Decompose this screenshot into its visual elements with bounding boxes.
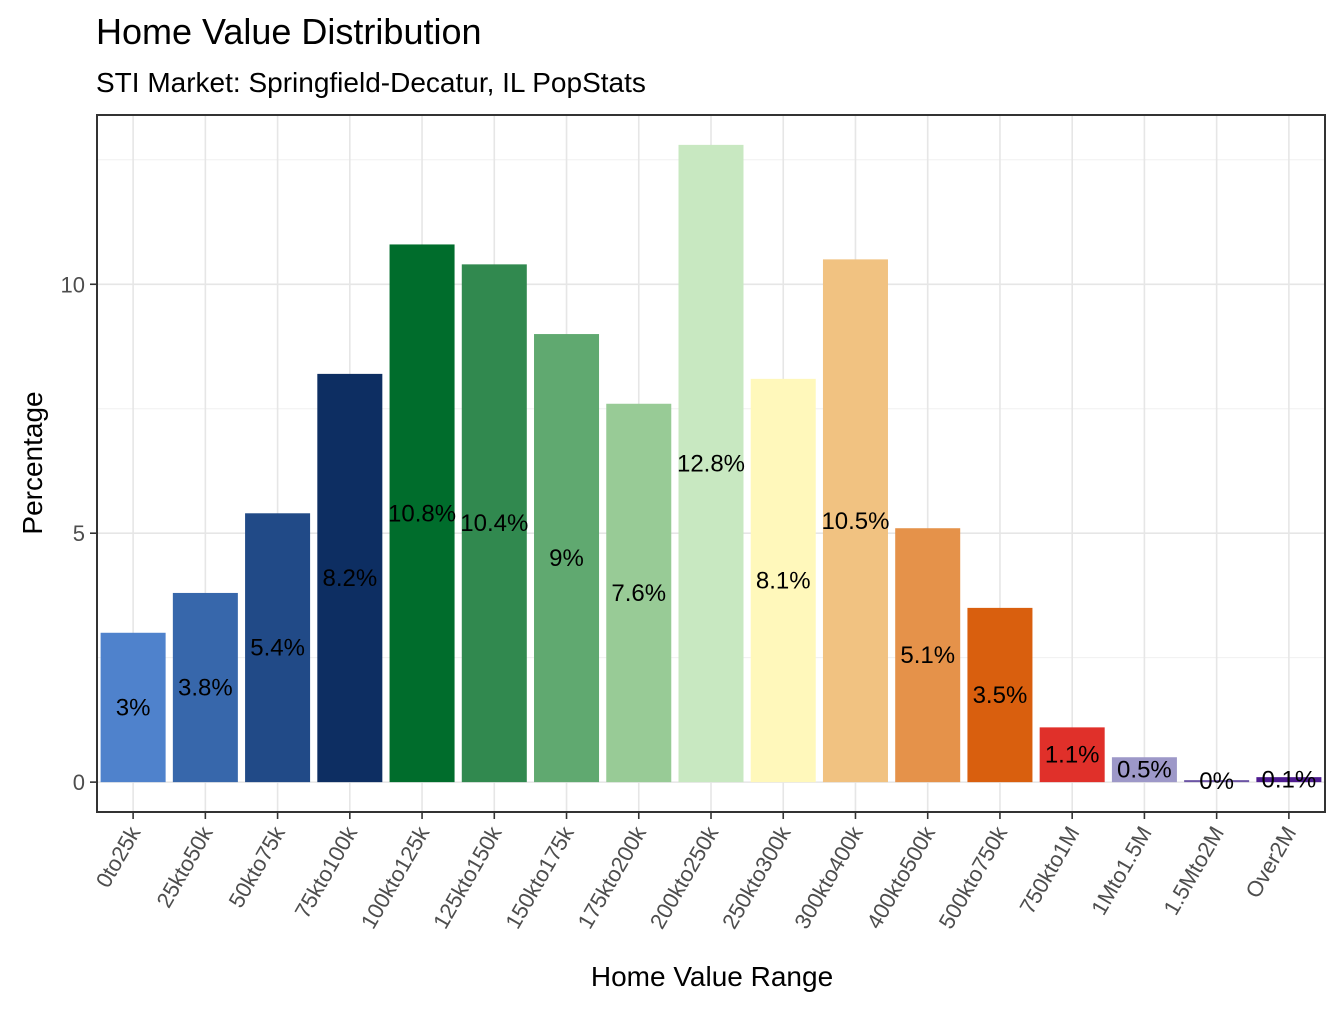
data-label-400kto500k: 5.1% [900, 642, 955, 669]
y-tick-label: 0 [73, 770, 85, 795]
x-tick-label-1Mto1.5M: 1Mto1.5M [1086, 822, 1157, 919]
data-label-25kto50k: 3.8% [178, 675, 233, 702]
data-label-300kto400k: 10.5% [821, 508, 889, 535]
x-axis-title: Home Value Range [591, 961, 833, 992]
data-label-Over2M: 0.1% [1262, 767, 1317, 794]
data-label-75kto100k: 8.2% [322, 565, 377, 592]
data-label-750kto1M: 1.1% [1045, 742, 1100, 769]
x-tick-label-400kto500k: 400kto500k [862, 821, 941, 933]
x-tick-label-200kto250k: 200kto250k [645, 821, 724, 933]
x-tick-label-25kto50k: 25kto50k [151, 821, 218, 912]
bar-500kto750k [967, 607, 1033, 783]
bar-150kto175k [534, 334, 600, 783]
x-tick-label-500kto750k: 500kto750k [934, 821, 1013, 933]
x-tick-label-125kto150k: 125kto150k [428, 821, 507, 933]
bar-750kto1M [1039, 727, 1105, 783]
chart-title: Home Value Distribution [96, 11, 482, 52]
plot-panel: 3% 3.8% 5.4% 8.2% 10.8% 10.4% 9% 7.6% 12.8% 8.1% 1… [61, 114, 1326, 933]
bar-1.5Mto2M [1184, 780, 1250, 783]
data-label-175kto200k: 7.6% [611, 580, 666, 607]
x-tick-label-100kto125k: 100kto125k [356, 821, 435, 933]
data-label-0to25k: 3% [116, 694, 151, 721]
x-tick-label-Over2M: Over2M [1240, 822, 1301, 902]
bar-250kto300k [750, 378, 816, 783]
x-tick-label-150kto175k: 150kto175k [500, 821, 579, 933]
y-tick-label: 10 [61, 272, 85, 297]
bar-400kto500k [895, 528, 961, 783]
data-label-1Mto1.5M: 0.5% [1117, 757, 1172, 784]
chart-subtitle: STI Market: Springfield-Decatur, IL PopS… [96, 67, 646, 98]
data-label-250kto300k: 8.1% [756, 567, 811, 594]
bar-0to25k [100, 632, 166, 783]
data-label-100kto125k: 10.8% [388, 500, 456, 527]
x-tick-label-300kto400k: 300kto400k [789, 821, 868, 933]
y-tick-label: 5 [73, 521, 85, 546]
x-tick-label-1.5Mto2M: 1.5Mto2M [1158, 822, 1229, 919]
x-tick-label-75kto100k: 75kto100k [290, 821, 363, 922]
x-tick-label-50kto75k: 50kto75k [224, 821, 291, 912]
bar-25kto50k [172, 592, 238, 783]
data-label-50kto75k: 5.4% [250, 635, 305, 662]
bar-200kto250k [678, 144, 744, 783]
bar-100kto125k [389, 244, 455, 783]
bar-1Mto1.5M [1111, 757, 1177, 783]
data-label-1.5Mto2M: 0% [1199, 768, 1234, 795]
data-label-150kto175k: 9% [549, 545, 584, 572]
x-tick-label-0to25k: 0to25k [91, 821, 146, 892]
data-label-200kto250k: 12.8% [677, 451, 745, 478]
bar-75kto100k [317, 373, 383, 783]
bar-175kto200k [606, 403, 672, 783]
y-axis-title: Percentage [17, 391, 48, 534]
bar-Over2M [1256, 777, 1322, 783]
bar-50kto75k [245, 513, 311, 783]
bar-125kto150k [461, 264, 527, 783]
data-label-125kto150k: 10.4% [460, 510, 528, 537]
data-label-500kto750k: 3.5% [973, 682, 1028, 709]
x-tick-label-175kto200k: 175kto200k [573, 821, 652, 933]
x-tick-label-750kto1M: 750kto1M [1015, 822, 1085, 918]
x-tick-label-250kto300k: 250kto300k [717, 821, 796, 933]
bar-300kto400k [822, 259, 888, 783]
